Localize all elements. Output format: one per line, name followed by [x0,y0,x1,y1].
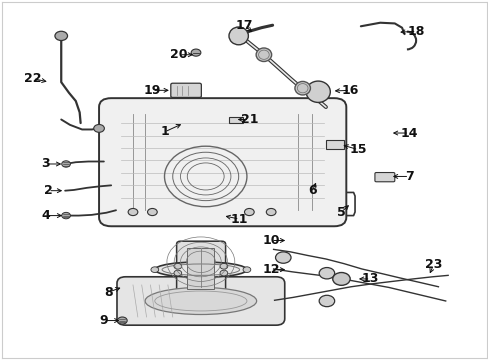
Text: 3: 3 [41,157,50,171]
Text: 21: 21 [240,113,258,126]
Circle shape [61,161,70,167]
FancyBboxPatch shape [374,172,394,182]
Ellipse shape [145,288,256,315]
Bar [187,248,214,288]
Circle shape [151,267,159,273]
Text: 20: 20 [170,48,187,61]
Circle shape [55,31,67,41]
Text: 1: 1 [160,126,168,139]
Text: 9: 9 [100,314,108,327]
Circle shape [220,264,227,269]
Text: 17: 17 [235,19,253,32]
Ellipse shape [256,48,271,62]
Circle shape [220,270,227,276]
Text: 11: 11 [230,213,248,226]
Circle shape [61,212,70,219]
Text: 5: 5 [336,206,345,219]
FancyBboxPatch shape [99,98,346,226]
Text: 8: 8 [104,285,113,298]
Text: 4: 4 [41,209,50,222]
Ellipse shape [228,27,248,45]
Text: 6: 6 [307,184,316,197]
Circle shape [244,208,254,216]
Bar [228,117,242,123]
Circle shape [147,208,157,216]
Circle shape [128,208,138,216]
Circle shape [319,267,334,279]
Text: 15: 15 [349,143,366,156]
Circle shape [94,125,104,132]
Circle shape [266,208,275,216]
Circle shape [174,264,182,269]
Circle shape [174,270,182,276]
Text: 18: 18 [407,25,425,38]
Text: 7: 7 [404,170,413,183]
Ellipse shape [155,262,246,278]
Circle shape [319,295,334,307]
Text: 22: 22 [24,72,41,85]
Circle shape [117,317,127,324]
Text: 13: 13 [361,273,379,285]
Circle shape [191,49,201,56]
Text: 2: 2 [44,184,52,197]
Circle shape [243,267,250,273]
Circle shape [275,252,290,263]
Circle shape [332,273,349,285]
Text: 12: 12 [262,263,279,276]
Text: 16: 16 [341,84,358,97]
FancyBboxPatch shape [176,241,225,293]
FancyBboxPatch shape [117,277,284,325]
Text: 19: 19 [143,84,161,97]
Text: 14: 14 [400,126,417,140]
Text: 10: 10 [262,234,279,247]
Ellipse shape [294,81,310,95]
Ellipse shape [305,81,329,103]
FancyBboxPatch shape [170,83,201,98]
Bar [325,140,344,149]
Text: 23: 23 [424,258,441,271]
